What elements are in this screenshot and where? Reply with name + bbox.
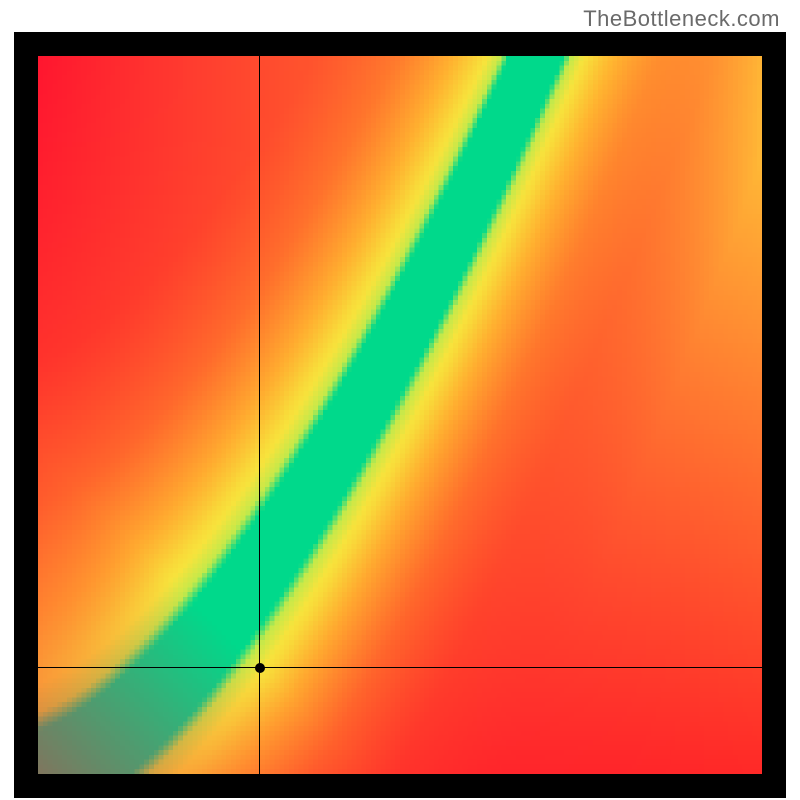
heatmap-plot [38,56,762,774]
crosshair-horizontal [38,667,762,668]
attribution-text: TheBottleneck.com [583,6,780,32]
plot-frame [14,32,786,798]
crosshair-marker [255,663,265,673]
figure-root: TheBottleneck.com [0,0,800,800]
